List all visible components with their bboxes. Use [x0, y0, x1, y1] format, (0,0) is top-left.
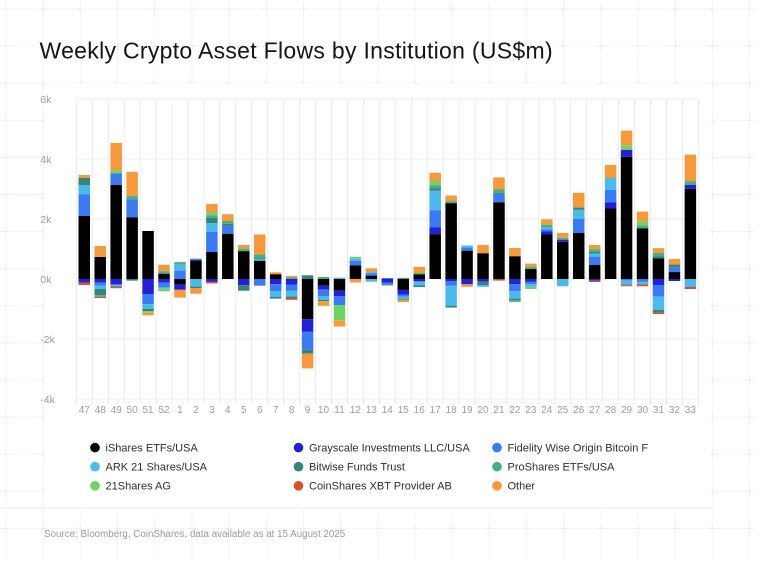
svg-text:51: 51 — [143, 405, 155, 416]
svg-text:6k: 6k — [40, 94, 52, 106]
svg-text:iShares ETFs/USA: iShares ETFs/USA — [106, 443, 199, 455]
svg-text:15: 15 — [398, 405, 410, 416]
svg-text:21: 21 — [493, 405, 505, 416]
svg-text:1: 1 — [177, 405, 183, 416]
svg-text:0k: 0k — [40, 274, 52, 286]
svg-text:14: 14 — [382, 405, 394, 416]
svg-text:8: 8 — [289, 405, 295, 416]
svg-text:21Shares AG: 21Shares AG — [106, 481, 171, 493]
svg-text:2: 2 — [193, 405, 199, 416]
svg-text:Other: Other — [508, 481, 536, 493]
svg-text:2k: 2k — [40, 214, 52, 226]
svg-text:31: 31 — [653, 405, 665, 416]
svg-text:32: 32 — [669, 405, 681, 416]
svg-text:-4k: -4k — [40, 394, 55, 406]
svg-text:50: 50 — [127, 405, 139, 416]
svg-text:CoinShares XBT Provider AB: CoinShares XBT Provider AB — [309, 481, 452, 493]
svg-text:9: 9 — [305, 405, 311, 416]
svg-text:27: 27 — [589, 405, 601, 416]
svg-text:4k: 4k — [40, 154, 52, 166]
svg-text:49: 49 — [111, 405, 123, 416]
svg-text:Bitwise Funds Trust: Bitwise Funds Trust — [309, 462, 405, 474]
svg-text:ProShares ETFs/USA: ProShares ETFs/USA — [508, 462, 616, 474]
svg-text:-2k: -2k — [40, 334, 55, 346]
svg-text:47: 47 — [79, 405, 91, 416]
svg-text:24: 24 — [541, 405, 553, 416]
svg-text:23: 23 — [525, 405, 537, 416]
svg-text:48: 48 — [95, 405, 107, 416]
svg-text:28: 28 — [605, 405, 617, 416]
svg-text:7: 7 — [273, 405, 279, 416]
svg-text:18: 18 — [446, 405, 458, 416]
svg-text:52: 52 — [158, 405, 170, 416]
svg-text:16: 16 — [414, 405, 426, 416]
svg-text:Source: Bloomberg, CoinShares,: Source: Bloomberg, CoinShares, data avai… — [44, 529, 346, 540]
svg-text:33: 33 — [685, 405, 697, 416]
svg-text:13: 13 — [366, 405, 378, 416]
svg-text:19: 19 — [462, 405, 474, 416]
svg-text:5: 5 — [241, 405, 247, 416]
svg-text:29: 29 — [621, 405, 633, 416]
svg-text:4: 4 — [225, 405, 231, 416]
svg-text:Grayscale Investments LLC/USA: Grayscale Investments LLC/USA — [309, 443, 470, 455]
svg-text:6: 6 — [257, 405, 263, 416]
svg-text:20: 20 — [477, 405, 489, 416]
svg-text:17: 17 — [430, 405, 442, 416]
svg-text:26: 26 — [573, 405, 585, 416]
svg-text:12: 12 — [350, 405, 362, 416]
svg-text:25: 25 — [557, 405, 569, 416]
svg-text:ARK 21 Shares/USA: ARK 21 Shares/USA — [106, 462, 208, 474]
svg-text:30: 30 — [637, 405, 649, 416]
svg-text:11: 11 — [334, 405, 345, 416]
svg-text:Weekly Crypto Asset Flows by I: Weekly Crypto Asset Flows by Institution… — [40, 38, 553, 64]
svg-text:10: 10 — [318, 405, 330, 416]
svg-text:3: 3 — [209, 405, 215, 416]
svg-text:Fidelity Wise Origin Bitcoin F: Fidelity Wise Origin Bitcoin F — [508, 443, 649, 455]
svg-text:22: 22 — [509, 405, 521, 416]
